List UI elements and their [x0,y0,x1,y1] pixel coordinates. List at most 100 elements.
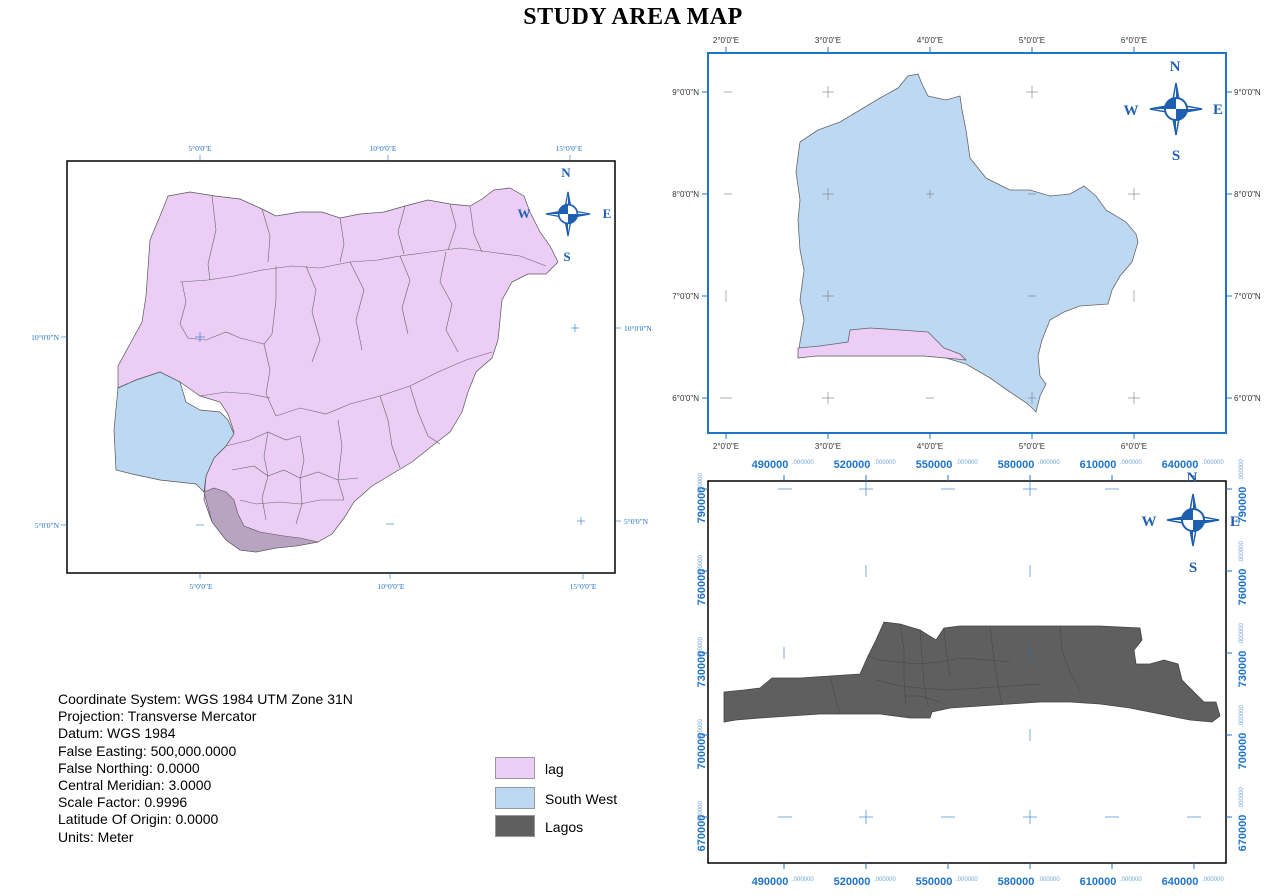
nigeria-right-tick-1: 10°0'0"N [624,324,652,333]
southwest-graticule [720,86,1140,404]
lagos-right-tick-4: 700000 [1237,733,1249,770]
lagos-left-tick-5: 670000 [696,815,708,852]
sw-bottom-tick-2: 3°0'0"E [815,442,841,451]
lagos-bottom-suffix-2: .000000 [874,877,896,883]
legend-label-south-west: South West [545,791,618,807]
nigeria-top-tick-2: 10°0'0"E [370,144,397,153]
lagos-bottom-suffix-1: .000000 [792,877,814,883]
legend-swatch-lag [495,757,535,779]
sw-right-tick-4: 6°0'0"N [1234,394,1261,403]
nigeria-bottom-tick-1: 5°0'0"E [189,582,213,591]
lagos-top-tick-6: 640000 [1162,459,1199,471]
lagos-right-suffix-5: .000000 [1239,787,1245,809]
lagos-coast-detail [203,487,319,553]
nigeria-bottom-tick-3: 15°0'0"E [570,582,597,591]
southwest-lagos-strip [797,327,968,361]
lagos-compass-e: E [1230,514,1240,530]
lagos-compass-n: N [1187,470,1198,486]
lagos-bottom-tick-2: 520000 [834,876,871,888]
lagos-top-suffix-2: .000000 [874,460,896,466]
lagos-bottom-tick-5: 610000 [1080,876,1117,888]
info-line-coordinate-system: Coordinate System: WGS 1984 UTM Zone 31N [58,691,353,707]
nigeria-top-tick-3: 15°0'0"E [556,144,583,153]
lagos-right-tick-1: 790000 [1237,487,1249,524]
lagos-bottom-suffix-4: .000000 [1038,877,1060,883]
lagos-left-tick-2: 760000 [696,569,708,606]
sw-bottom-tick-5: 6°0'0"E [1121,442,1147,451]
southwest-map: 2°0'0"E 3°0'0"E 4°0'0"E 5°0'0"E 6°0'0"E … [672,36,1261,451]
lagos-top-suffix-3: .000000 [956,460,978,466]
lagos-top-suffix-1: .000000 [792,460,814,466]
lagos-left-suffix-1: .000000 [698,473,704,495]
sw-right-tick-3: 7°0'0"N [1234,292,1261,301]
lagos-bottom-suffix-5: .000000 [1120,877,1142,883]
info-line-false-northing: False Northing: 0.0000 [58,759,200,776]
legend-swatch-south-west [495,787,535,809]
lagos-left-suffix-4: .000000 [698,719,704,741]
sw-left-tick-2: 8°0'0"N [672,190,699,199]
sw-right-tick-2: 8°0'0"N [1234,190,1261,199]
info-line-scale-factor: Scale Factor: 0.9996 [58,794,188,811]
lagos-lga-boundaries [829,623,1081,715]
map-title: STUDY AREA MAP [523,4,743,30]
lagos-left-suffix-2: .000000 [698,555,704,577]
lagos-right-suffix-3: .000000 [1239,623,1245,645]
nigeria-country-shape [117,187,559,553]
lagos-right-suffix-2: .000000 [1239,541,1245,563]
lagos-top-tick-1: 490000 [752,459,789,471]
lagos-frame-ticks [702,475,1232,869]
lagos-bottom-tick-4: 580000 [998,876,1035,888]
sw-top-tick-5: 6°0'0"E [1121,36,1147,45]
lagos-top-tick-4: 580000 [998,459,1035,471]
lagos-bottom-suffix-6: .000000 [1202,877,1224,883]
lagos-top-suffix-4: .000000 [1038,460,1060,466]
lagos-right-tick-2: 760000 [1237,569,1249,606]
lagos-compass-w: W [1142,514,1157,530]
sw-compass-n: N [1170,59,1181,75]
sw-compass-s: S [1172,148,1180,164]
sw-right-tick-1: 9°0'0"N [1234,88,1261,97]
sw-bottom-tick-4: 5°0'0"E [1019,442,1045,451]
sw-bottom-tick-1: 2°0'0"E [713,442,739,451]
legend-swatch-lagos [495,815,535,837]
nigeria-compass-n: N [561,165,571,180]
lagos-left-suffix-3: .000000 [698,637,704,659]
sw-bottom-tick-3: 4°0'0"E [917,442,943,451]
nigeria-right-tick-2: 5°0'0"N [624,517,649,526]
nigeria-compass-w: W [518,206,531,221]
info-line-central-meridian: Central Meridian: 3.0000 [58,777,212,794]
nigeria-compass-e: E [603,206,612,221]
sw-top-tick-2: 3°0'0"E [815,36,841,45]
info-line-units: Units: Meter [58,828,134,845]
info-line-datum: Datum: WGS 1984 [58,725,176,742]
sw-left-tick-1: 9°0'0"N [672,88,699,97]
nigeria-compass-s: S [563,249,570,264]
sw-left-tick-3: 7°0'0"N [672,292,699,301]
lagos-bottom-tick-6: 640000 [1162,876,1199,888]
lagos-right-tick-5: 670000 [1237,815,1249,852]
sw-left-tick-4: 6°0'0"N [672,394,699,403]
lagos-graticule [778,482,1201,824]
nigeria-left-tick-2: 5°0'0"N [35,521,60,530]
lagos-right-suffix-1: .000000 [1239,459,1245,481]
lagos-left-tick-1: 790000 [696,487,708,524]
lagos-top-tick-3: 550000 [916,459,953,471]
nigeria-left-tick-1: 10°0'0"N [31,333,59,342]
lagos-top-suffix-6: .000000 [1202,460,1224,466]
legend-label-lagos: Lagos [545,819,584,835]
lagos-area-shape [723,621,1221,723]
lagos-top-suffix-5: .000000 [1120,460,1142,466]
nigeria-bottom-tick-2: 10°0'0"E [378,582,405,591]
sw-compass-w: W [1124,103,1139,119]
state-boundaries [179,195,547,525]
sw-top-tick-3: 4°0'0"E [917,36,943,45]
lagos-left-suffix-5: .000000 [698,801,704,823]
sw-top-tick-1: 2°0'0"E [713,36,739,45]
lagos-left-tick-3: 730000 [696,651,708,688]
sw-compass-e: E [1213,102,1223,118]
lagos-right-suffix-4: .000000 [1239,705,1245,727]
lagos-bottom-tick-3: 550000 [916,876,953,888]
lagos-top-tick-2: 520000 [834,459,871,471]
lagos-top-tick-5: 610000 [1080,459,1117,471]
